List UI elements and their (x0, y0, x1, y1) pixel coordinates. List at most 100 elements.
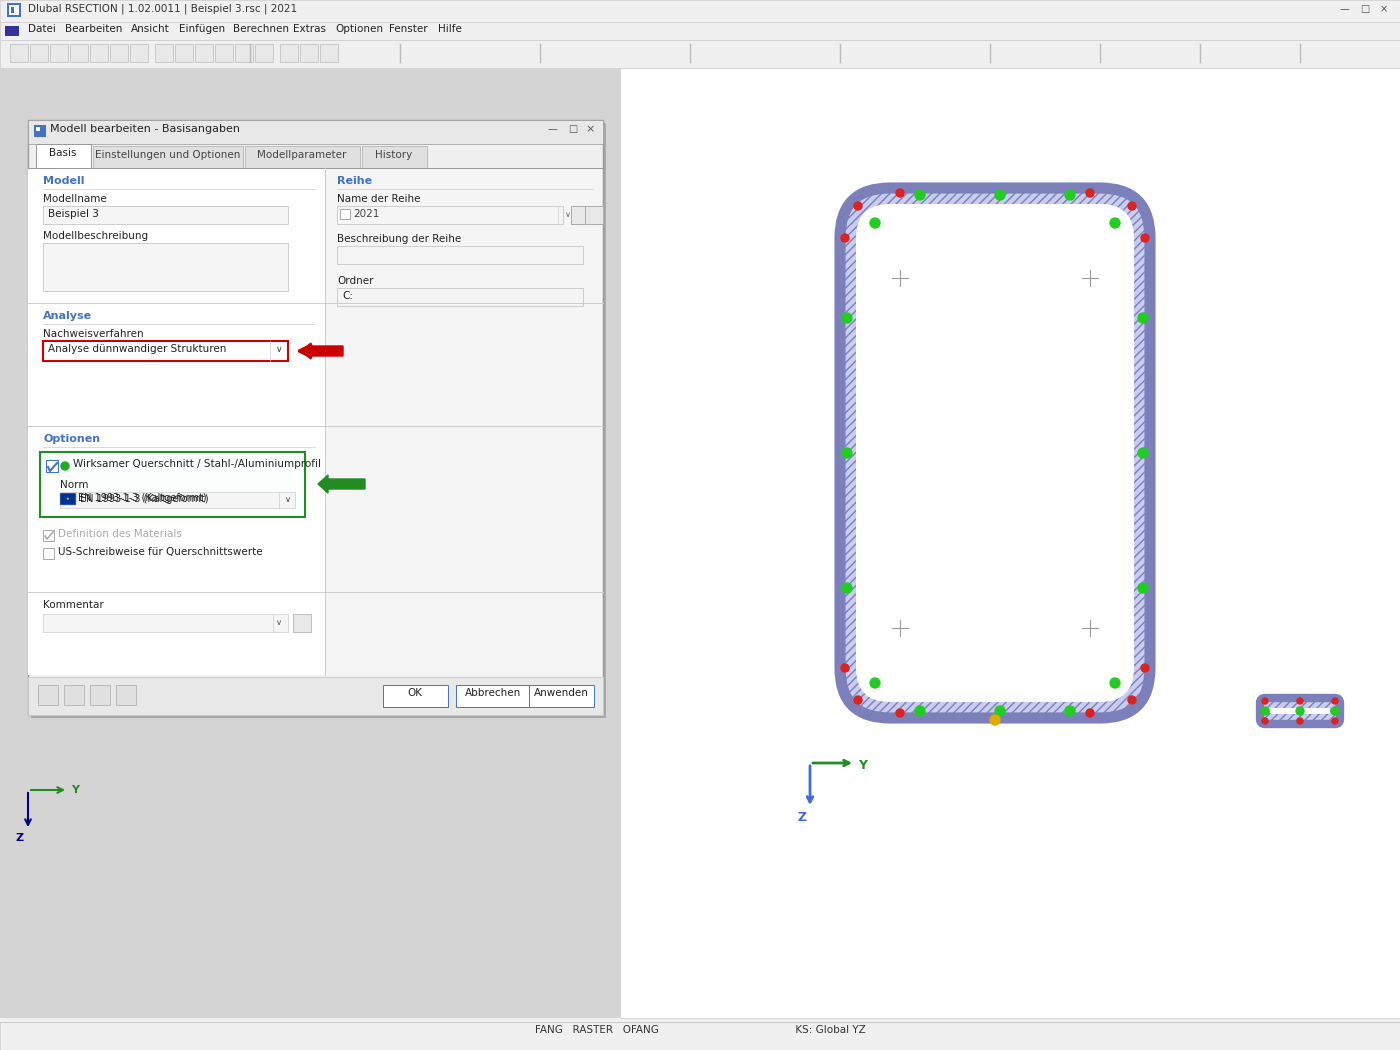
Text: □: □ (1359, 4, 1369, 14)
Text: Kommentar: Kommentar (43, 600, 104, 610)
Circle shape (1128, 696, 1135, 704)
Circle shape (995, 190, 1005, 200)
Text: Optionen: Optionen (43, 434, 101, 444)
Circle shape (841, 664, 848, 672)
Text: 2021: 2021 (353, 209, 379, 219)
Bar (116, 685, 136, 705)
Bar (90, 44, 108, 62)
Text: ×: × (585, 124, 595, 134)
FancyBboxPatch shape (1260, 698, 1340, 724)
Text: Wirksamer Querschnitt / Stahl-/Aluminiumprofil: Wirksamer Querschnitt / Stahl-/Aluminium… (73, 459, 321, 469)
Text: Extras: Extras (293, 24, 325, 34)
Circle shape (896, 709, 904, 717)
Circle shape (1141, 664, 1149, 672)
Bar (29, 44, 48, 62)
Bar (363, 146, 427, 168)
Bar (8, 5, 20, 15)
Bar (11, 7, 14, 13)
Circle shape (1296, 707, 1303, 715)
Bar (300, 44, 318, 62)
Text: Optionen: Optionen (336, 24, 384, 34)
Circle shape (1296, 718, 1303, 724)
Circle shape (1331, 707, 1338, 715)
Bar (456, 685, 531, 707)
Circle shape (841, 313, 853, 323)
Text: Anwenden: Anwenden (533, 688, 588, 698)
Text: Modell: Modell (43, 176, 84, 186)
Bar (28, 120, 603, 144)
Text: FANG   RASTER   OFANG                                          KS: Global YZ: FANG RASTER OFANG KS: Global YZ (535, 1025, 865, 1035)
Bar (337, 206, 563, 224)
Text: Bearbeiten: Bearbeiten (66, 24, 123, 34)
Bar (43, 206, 288, 224)
Bar (43, 341, 288, 361)
Bar (28, 677, 603, 715)
Circle shape (1110, 218, 1120, 228)
Text: Einfügen: Einfügen (179, 24, 225, 34)
Bar (6, 26, 20, 36)
Bar (36, 144, 91, 168)
Text: Reihe: Reihe (337, 176, 372, 186)
Circle shape (1128, 202, 1135, 210)
Bar (195, 44, 213, 62)
Circle shape (916, 190, 925, 200)
Circle shape (1261, 718, 1268, 724)
Circle shape (1331, 718, 1338, 724)
Bar (34, 125, 46, 136)
Text: EN 1993-1-3 (Kaltgeformt): EN 1993-1-3 (Kaltgeformt) (80, 494, 209, 504)
Bar (235, 44, 253, 62)
Bar (50, 44, 69, 62)
FancyBboxPatch shape (840, 188, 1149, 718)
FancyArrow shape (301, 343, 343, 359)
Text: —: — (1340, 4, 1350, 14)
Circle shape (1331, 698, 1338, 704)
Circle shape (1086, 189, 1093, 197)
Text: OK: OK (407, 688, 423, 698)
Bar (43, 614, 288, 632)
Text: ∨: ∨ (566, 210, 571, 219)
Circle shape (1261, 698, 1268, 704)
Text: ★: ★ (66, 497, 70, 501)
Bar (585, 206, 603, 224)
Bar (36, 127, 41, 131)
Text: ∨: ∨ (276, 345, 283, 354)
Text: Beschreibung der Reihe: Beschreibung der Reihe (337, 234, 461, 244)
Circle shape (854, 696, 862, 704)
Text: Hilfe: Hilfe (438, 24, 462, 34)
Text: ×: × (1380, 4, 1389, 14)
Text: ∨: ∨ (276, 618, 283, 627)
Bar (28, 168, 325, 675)
Bar (46, 460, 57, 472)
Bar (7, 3, 21, 17)
Text: Beispiel 3: Beispiel 3 (48, 209, 99, 219)
Circle shape (62, 462, 69, 470)
Bar (43, 243, 288, 291)
Circle shape (1296, 698, 1303, 704)
Circle shape (995, 706, 1005, 716)
Circle shape (1065, 190, 1075, 200)
Bar (28, 120, 603, 715)
Bar (529, 685, 594, 707)
Bar (620, 68, 1400, 1018)
Text: Y: Y (858, 759, 867, 772)
Text: Modellname: Modellname (43, 194, 106, 204)
Bar (216, 44, 232, 62)
Text: □: □ (568, 124, 577, 134)
Bar (38, 685, 57, 705)
Bar (31, 123, 606, 718)
Circle shape (854, 202, 862, 210)
Bar (340, 209, 350, 219)
Text: Z: Z (798, 811, 808, 824)
Circle shape (841, 583, 853, 593)
Text: Ordner: Ordner (337, 276, 374, 286)
Circle shape (869, 218, 881, 228)
Text: Einstellungen und Optionen: Einstellungen und Optionen (95, 150, 241, 160)
Text: Analyse dünnwandiger Strukturen: Analyse dünnwandiger Strukturen (48, 344, 227, 354)
Circle shape (1138, 583, 1148, 593)
Text: Modell bearbeiten - Basisangaben: Modell bearbeiten - Basisangaben (50, 124, 239, 134)
Text: Modellbeschreibung: Modellbeschreibung (43, 231, 148, 242)
Circle shape (896, 189, 904, 197)
Bar (255, 44, 273, 62)
Bar (10, 44, 28, 62)
Bar (0, 1022, 1400, 1050)
